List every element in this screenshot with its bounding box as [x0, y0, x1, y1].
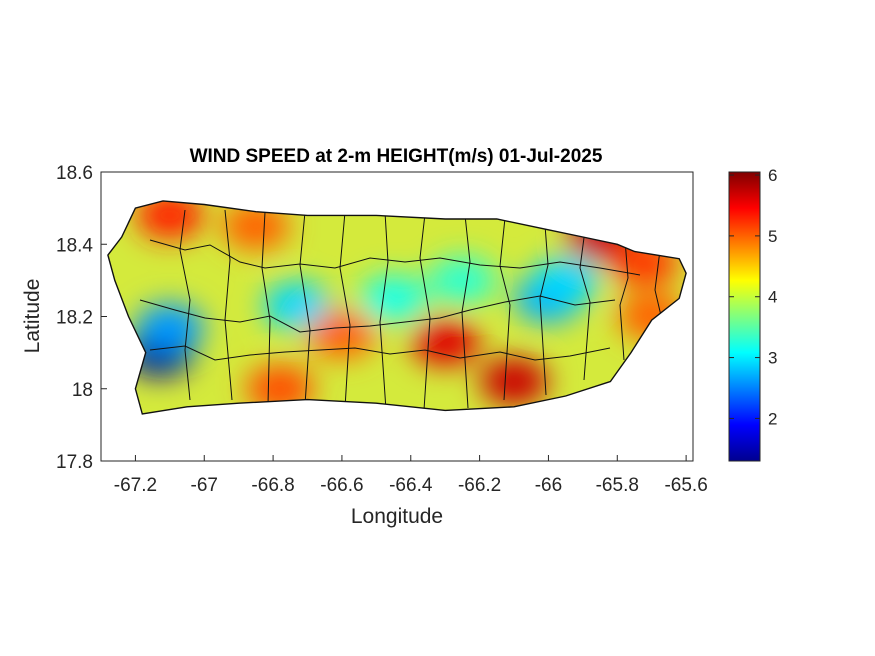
wind-hotspot-12: [307, 310, 376, 359]
x-tick-label: -66.6: [320, 475, 363, 496]
municipal-boundaries: [139, 209, 663, 411]
colorbar-tick-label: 5: [768, 227, 777, 246]
colorbar-tick-label: 4: [768, 288, 777, 307]
y-tick-label: 18: [72, 380, 93, 401]
wind-hotspot-6: [428, 256, 497, 305]
wind-hotspot-7: [480, 357, 549, 406]
wind-hotspot-11: [221, 202, 290, 251]
colorbar-tick-label: 3: [768, 349, 777, 368]
x-tick-label: -66.4: [389, 475, 433, 496]
colorbar: 2 3 4 5 6: [728, 166, 777, 462]
y-tick-label: 18.2: [56, 308, 93, 329]
x-tick-label: -67: [191, 475, 218, 496]
colorbar-tick-label: 2: [768, 409, 777, 428]
island-outline: [107, 200, 687, 415]
map-title: WIND SPEED at 2-m HEIGHT(m/s) 01-Jul-202…: [190, 146, 603, 167]
x-tick-label: -66.8: [251, 475, 294, 496]
colorbar-tick-label: 6: [768, 166, 777, 185]
y-tick-label: 18.4: [56, 235, 93, 256]
x-tick-label: -65.6: [664, 475, 707, 496]
wind-hotspot-8: [411, 317, 480, 366]
wind-hotspot-5: [531, 256, 600, 305]
wind-hotspot-3: [359, 274, 428, 323]
x-tick-label: -67.2: [114, 475, 157, 496]
x-tick-label: -65.8: [596, 475, 639, 496]
y-axis: 17.8 18 18.2 18.4 18.6: [56, 163, 107, 473]
y-axis-label: Latitude: [21, 279, 44, 354]
y-tick-label: 18.6: [56, 163, 93, 184]
wind-hotspot-1: [135, 303, 204, 352]
x-tick-label: -66.2: [458, 475, 501, 496]
x-axis: -67.2 -67 -66.8 -66.6 -66.4 -66.2 -66 -65.8 -65.…: [114, 455, 708, 496]
colorbar-gradient: [728, 171, 761, 462]
wind-hotspot-2: [263, 281, 332, 330]
y-tick-label: 17.8: [56, 452, 93, 473]
x-tick-label: -66: [535, 475, 562, 496]
x-axis-label: Longitude: [351, 505, 443, 528]
